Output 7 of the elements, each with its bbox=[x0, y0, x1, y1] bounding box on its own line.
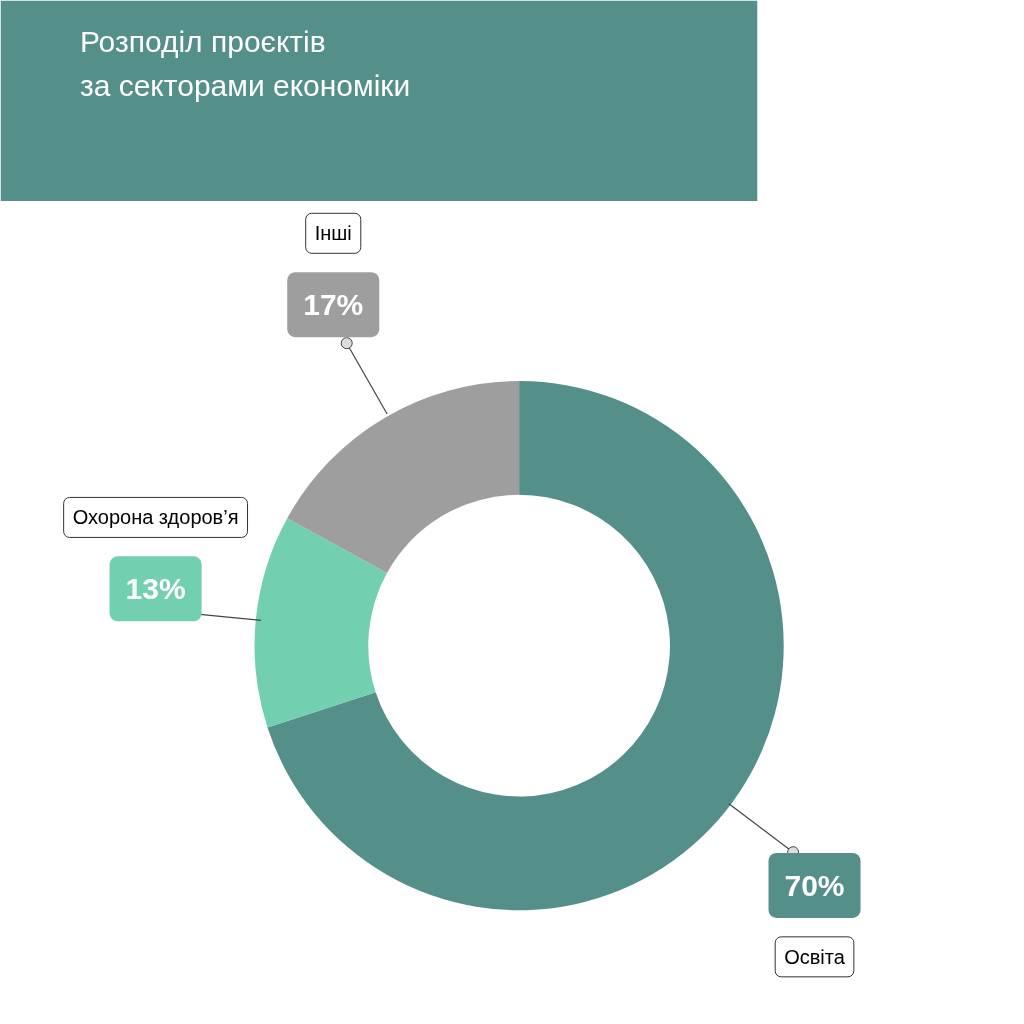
slice-label: Освіта bbox=[784, 945, 846, 968]
slice-label: Охорона здоров’я bbox=[72, 506, 239, 529]
chart-title: Розподіл проєктів за секторами економіки bbox=[79, 24, 411, 103]
data-label: 17% bbox=[303, 288, 364, 322]
data-label: 13% bbox=[125, 572, 186, 606]
data-label: 70% bbox=[784, 868, 845, 902]
slice-label: Інші bbox=[314, 222, 352, 245]
